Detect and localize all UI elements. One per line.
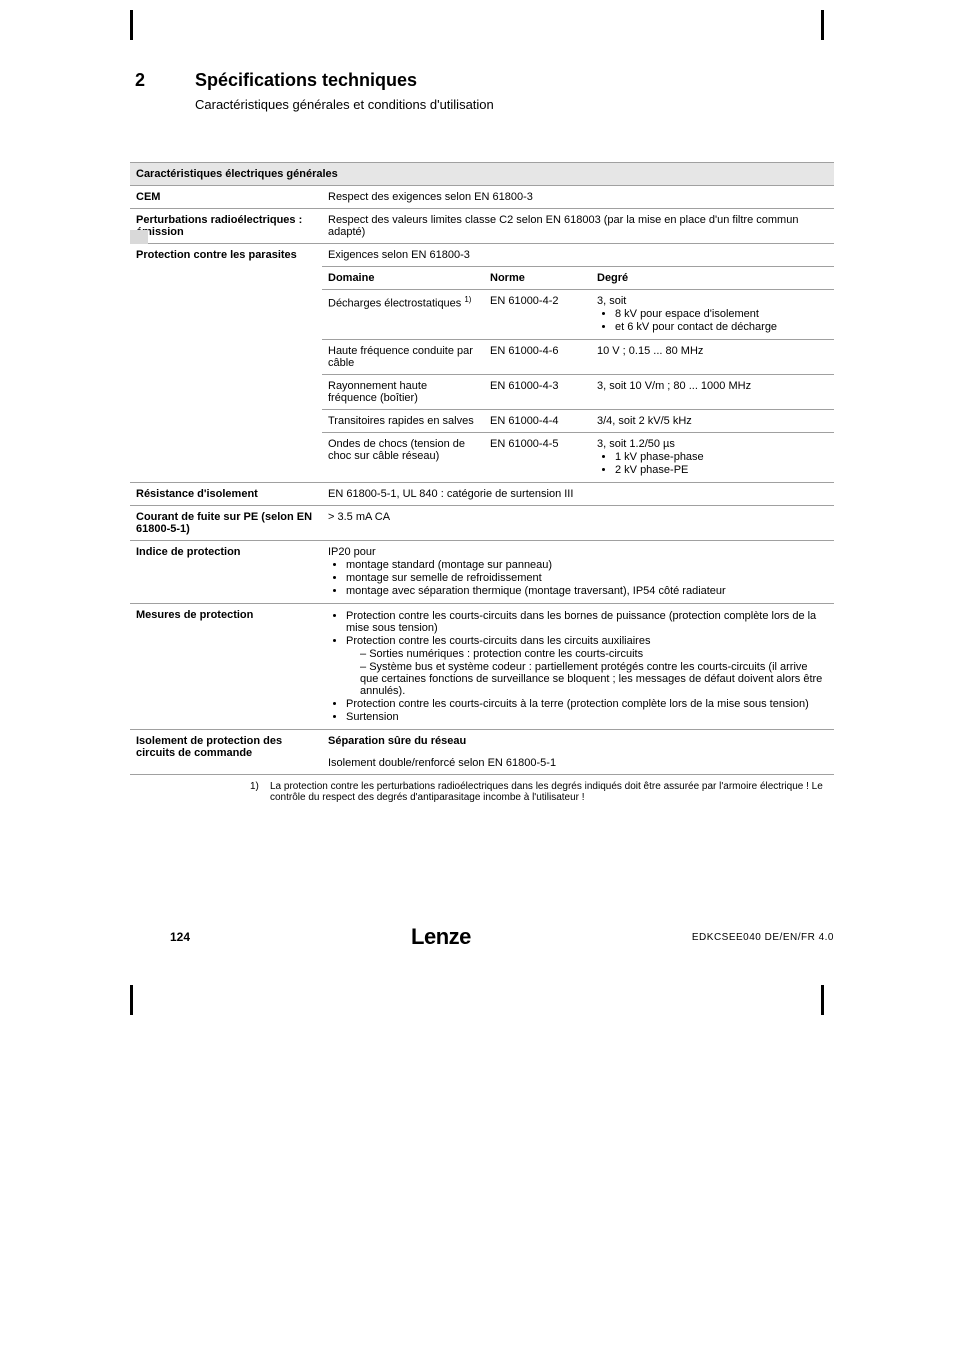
chapter-header: 2 Spécifications techniques bbox=[130, 70, 834, 91]
parasite-domain-0: Décharges électrostatiques 1) bbox=[322, 290, 484, 340]
footnote-marker: 1) bbox=[250, 781, 270, 803]
isolation-resistance-value: EN 61800-5-1, UL 840 : catégorie de surt… bbox=[322, 483, 834, 506]
parasite-norm-3: EN 61000-4-4 bbox=[484, 410, 591, 433]
protection-measures-label: Mesures de protection bbox=[130, 604, 322, 730]
table-row: Protection contre les parasites Exigence… bbox=[130, 244, 834, 267]
table-section-title: Caractéristiques électriques générales bbox=[130, 163, 834, 186]
table-row: CEM Respect des exigences selon EN 61800… bbox=[130, 186, 834, 209]
parasite-norm-0: EN 61000-4-2 bbox=[484, 290, 591, 340]
chapter-number: 2 bbox=[130, 70, 195, 91]
brand-logo: Lenze bbox=[411, 924, 471, 950]
page-number: 124 bbox=[170, 930, 190, 944]
chapter-subtitle: Caractéristiques générales et conditions… bbox=[195, 97, 834, 112]
emission-label: Perturbations radioélectriques : émissio… bbox=[130, 209, 322, 244]
col-domaine: Domaine bbox=[322, 267, 484, 290]
col-norme: Norme bbox=[484, 267, 591, 290]
parasite-label: Protection contre les parasites bbox=[130, 244, 322, 483]
parasite-degree-0: 3, soit 8 kV pour espace d'isolement et … bbox=[591, 290, 834, 340]
parasite-norm-1: EN 61000-4-6 bbox=[484, 340, 591, 375]
table-row: Indice de protection IP20 pour montage s… bbox=[130, 541, 834, 604]
table-row: Isolement de protection des circuits de … bbox=[130, 730, 834, 753]
table-row: Mesures de protection Protection contre … bbox=[130, 604, 834, 730]
parasite-intro: Exigences selon EN 61800-3 bbox=[322, 244, 834, 267]
chapter-title: Spécifications techniques bbox=[195, 70, 417, 91]
parasite-degree-2: 3, soit 10 V/m ; 80 ... 1000 MHz bbox=[591, 375, 834, 410]
col-degre: Degré bbox=[591, 267, 834, 290]
protection-index-label: Indice de protection bbox=[130, 541, 322, 604]
spec-table: Caractéristiques électriques générales C… bbox=[130, 162, 834, 775]
side-grey-marker bbox=[130, 230, 148, 244]
isolation-protection-sub: Isolement double/renforcé selon EN 61800… bbox=[322, 752, 834, 775]
protection-measures-value: Protection contre les courts-circuits da… bbox=[322, 604, 834, 730]
parasite-degree-4: 3, soit 1.2/50 µs 1 kV phase-phase 2 kV … bbox=[591, 433, 834, 483]
isolation-protection-bold: Séparation sûre du réseau bbox=[322, 730, 834, 753]
leakage-current-label: Courant de fuite sur PE (selon EN 61800-… bbox=[130, 506, 322, 541]
doc-reference: EDKCSEE040 DE/EN/FR 4.0 bbox=[692, 932, 834, 943]
footnote-text: La protection contre les perturbations r… bbox=[270, 781, 834, 803]
parasite-degree-1: 10 V ; 0.15 ... 80 MHz bbox=[591, 340, 834, 375]
table-row: Perturbations radioélectriques : émissio… bbox=[130, 209, 834, 244]
footnote: 1) La protection contre les perturbation… bbox=[250, 781, 834, 803]
page-footer: 124 Lenze EDKCSEE040 DE/EN/FR 4.0 bbox=[170, 924, 834, 950]
isolation-resistance-label: Résistance d'isolement bbox=[130, 483, 322, 506]
isolation-protection-label: Isolement de protection des circuits de … bbox=[130, 730, 322, 775]
parasite-domain-3: Transitoires rapides en salves bbox=[322, 410, 484, 433]
cem-label: CEM bbox=[130, 186, 322, 209]
parasite-norm-4: EN 61000-4-5 bbox=[484, 433, 591, 483]
table-row: Courant de fuite sur PE (selon EN 61800-… bbox=[130, 506, 834, 541]
parasite-norm-2: EN 61000-4-3 bbox=[484, 375, 591, 410]
parasite-domain-4: Ondes de chocs (tension de choc sur câbl… bbox=[322, 433, 484, 483]
parasite-domain-1: Haute fréquence conduite par câble bbox=[322, 340, 484, 375]
cem-value: Respect des exigences selon EN 61800-3 bbox=[322, 186, 834, 209]
parasite-domain-2: Rayonnement haute fréquence (boîtier) bbox=[322, 375, 484, 410]
table-row: Résistance d'isolement EN 61800-5-1, UL … bbox=[130, 483, 834, 506]
page-content: 2 Spécifications techniques Caractéristi… bbox=[0, 0, 954, 1350]
leakage-current-value: > 3.5 mA CA bbox=[322, 506, 834, 541]
parasite-degree-3: 3/4, soit 2 kV/5 kHz bbox=[591, 410, 834, 433]
protection-index-value: IP20 pour montage standard (montage sur … bbox=[322, 541, 834, 604]
emission-value: Respect des valeurs limites classe C2 se… bbox=[322, 209, 834, 244]
